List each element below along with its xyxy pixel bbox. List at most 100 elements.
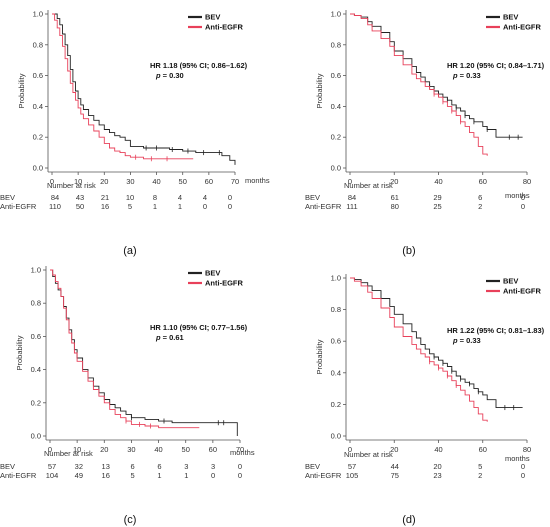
x-tick-label: 30 bbox=[126, 177, 134, 186]
x-tick-label: 20 bbox=[100, 177, 108, 186]
risk-row-label: Anti-EGFR bbox=[0, 202, 37, 211]
risk-value: 5 bbox=[130, 471, 134, 480]
legend-label: Anti-EGFR bbox=[503, 287, 541, 296]
risk-value: 5 bbox=[128, 202, 132, 211]
x-tick-label: 70 bbox=[236, 445, 244, 454]
x-tick-label: 60 bbox=[479, 445, 487, 454]
x-tick-label: 0 bbox=[348, 445, 352, 454]
legend-label: Anti-EGFR bbox=[503, 23, 541, 32]
risk-value: 13 bbox=[102, 462, 110, 471]
hazard-ratio-text: HR 1.22 (95% CI; 0.81–1.83) bbox=[447, 326, 545, 335]
y-axis-label: Probability bbox=[17, 73, 26, 108]
y-tick-label: 0.2 bbox=[31, 398, 41, 407]
risk-row-label: BEV bbox=[305, 193, 320, 202]
risk-value: 1 bbox=[153, 202, 157, 211]
x-tick-label: 40 bbox=[434, 445, 442, 454]
risk-row-label: BEV bbox=[0, 462, 15, 471]
risk-value: 111 bbox=[346, 202, 357, 211]
y-tick-label: 0.2 bbox=[331, 133, 341, 142]
risk-value: 6 bbox=[478, 193, 482, 202]
x-tick-label: 60 bbox=[209, 445, 217, 454]
risk-value: 32 bbox=[75, 462, 83, 471]
panel-label: (d) bbox=[402, 514, 415, 526]
risk-table-title: Number at risk bbox=[47, 181, 96, 190]
risk-value: 6 bbox=[157, 462, 161, 471]
km-curve-bev bbox=[52, 13, 236, 165]
risk-value: 57 bbox=[348, 462, 356, 471]
legend-label: BEV bbox=[503, 13, 518, 22]
risk-row-label: BEV bbox=[0, 193, 15, 202]
km-curve-anti-egfr bbox=[52, 13, 194, 160]
y-tick-label: 1.0 bbox=[31, 266, 41, 275]
risk-value: 80 bbox=[391, 202, 399, 211]
p-value-text: p = 0.30 bbox=[155, 71, 184, 80]
legend-label: Anti-EGFR bbox=[205, 23, 243, 32]
legend-label: BEV bbox=[503, 277, 518, 286]
risk-value: 5 bbox=[478, 462, 482, 471]
x-tick-label: 20 bbox=[390, 445, 398, 454]
hazard-ratio-text: HR 1.20 (95% CI; 0.84–1.71) bbox=[447, 61, 545, 70]
risk-value: 1 bbox=[184, 471, 188, 480]
x-tick-label: 80 bbox=[523, 177, 531, 186]
risk-value: 16 bbox=[102, 471, 110, 480]
x-tick-label: 40 bbox=[434, 177, 442, 186]
risk-value: 43 bbox=[76, 193, 84, 202]
risk-value: 75 bbox=[391, 471, 399, 480]
x-axis-unit: months bbox=[230, 448, 255, 457]
risk-value: 0 bbox=[521, 193, 525, 202]
panel-label: (b) bbox=[402, 245, 415, 257]
risk-value: 29 bbox=[433, 193, 441, 202]
risk-value: 16 bbox=[101, 202, 109, 211]
risk-table-title: Number at risk bbox=[344, 450, 393, 459]
y-tick-label: 1.0 bbox=[33, 10, 43, 19]
risk-value: 0 bbox=[521, 462, 525, 471]
x-tick-label: 50 bbox=[179, 177, 187, 186]
x-tick-label: 10 bbox=[73, 445, 81, 454]
km-curve-bev bbox=[350, 277, 523, 409]
x-tick-label: 0 bbox=[48, 445, 52, 454]
x-axis-unit: months bbox=[505, 191, 530, 200]
x-tick-label: 50 bbox=[182, 445, 190, 454]
risk-row-label: Anti-EGFR bbox=[305, 202, 342, 211]
risk-value: 4 bbox=[203, 193, 207, 202]
risk-value: 84 bbox=[51, 193, 59, 202]
y-tick-label: 0.4 bbox=[33, 102, 43, 111]
risk-value: 8 bbox=[153, 193, 157, 202]
x-tick-label: 20 bbox=[100, 445, 108, 454]
hazard-ratio-text: HR 1.18 (95% CI; 0.86–1.62) bbox=[150, 61, 248, 70]
y-tick-label: 1.0 bbox=[331, 274, 341, 283]
risk-value: 0 bbox=[211, 471, 215, 480]
y-tick-label: 0.6 bbox=[33, 71, 43, 80]
risk-value: 0 bbox=[228, 202, 232, 211]
x-axis-unit: months bbox=[245, 176, 270, 185]
legend-label: BEV bbox=[205, 269, 220, 278]
y-tick-label: 0.4 bbox=[331, 368, 341, 377]
y-tick-label: 0.2 bbox=[331, 400, 341, 409]
y-tick-label: 0.8 bbox=[31, 299, 41, 308]
y-axis-label: Probability bbox=[15, 335, 24, 370]
y-tick-label: 0.6 bbox=[331, 337, 341, 346]
y-tick-label: 0.0 bbox=[33, 164, 43, 173]
x-tick-label: 60 bbox=[205, 177, 213, 186]
risk-row-label: Anti-EGFR bbox=[0, 471, 37, 480]
risk-value: 0 bbox=[203, 202, 207, 211]
risk-value: 0 bbox=[521, 202, 525, 211]
x-tick-label: 10 bbox=[74, 177, 82, 186]
risk-value: 0 bbox=[238, 462, 242, 471]
km-curve-anti-egfr bbox=[350, 13, 488, 156]
panel-label: (c) bbox=[124, 514, 137, 526]
risk-value: 20 bbox=[433, 462, 441, 471]
y-axis-label: Probability bbox=[315, 339, 324, 374]
risk-value: 49 bbox=[75, 471, 83, 480]
risk-value: 110 bbox=[49, 202, 61, 211]
risk-value: 2 bbox=[478, 202, 482, 211]
panel-label: (a) bbox=[123, 245, 136, 257]
p-value-text: p = 0.61 bbox=[155, 333, 184, 342]
km-curve-bev bbox=[50, 269, 238, 436]
km-curve-anti-egfr bbox=[50, 269, 200, 429]
risk-table-title: Number at risk bbox=[44, 449, 93, 458]
risk-value: 104 bbox=[46, 471, 59, 480]
